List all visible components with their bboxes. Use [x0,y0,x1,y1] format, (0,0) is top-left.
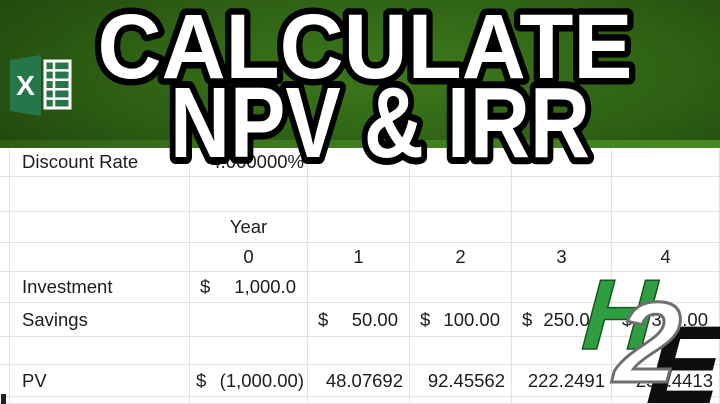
empty-cell [612,148,720,177]
savings-year2-cell[interactable]: $ 100.00 [410,303,512,337]
empty-cell [612,337,720,365]
row-investment: Investment $ 1,000.0 [0,272,720,303]
spreadsheet: Discount Rate 4.000000% Year [0,148,720,404]
empty-cell [308,397,410,404]
empty-cell [410,212,512,243]
discount-rate-label-cell[interactable]: Discount Rate [10,148,190,177]
year-1-cell[interactable]: 1 [308,243,410,272]
currency-symbol: $ [196,369,207,391]
cell-margin [0,243,10,272]
empty-cell [308,337,410,365]
cell-margin [0,177,10,212]
cell-margin [0,337,10,365]
empty-cell [308,272,410,303]
empty-cell [512,212,612,243]
empty-cell [612,272,720,303]
currency-symbol: $ [318,308,329,330]
empty-cell [512,272,612,303]
row-empty [0,177,720,212]
row-year-numbers: 0 1 2 3 4 [0,243,720,272]
year-header-cell[interactable]: Year [190,212,308,243]
empty-cell [190,177,308,212]
row-discount-rate: Discount Rate 4.000000% [0,148,720,177]
empty-cell [512,397,612,404]
currency-symbol: $ [622,308,633,330]
row-partial [0,397,720,404]
empty-cell [612,177,720,212]
empty-cell [10,243,190,272]
empty-cell [190,303,308,337]
empty-cell [512,148,612,177]
empty-cell [612,397,720,404]
pv-year1-cell[interactable]: 48.07692 [308,365,410,397]
empty-cell [10,337,190,365]
empty-cell [410,272,512,303]
cell-margin [0,272,10,303]
row-empty [0,337,720,365]
currency-symbol: $ [420,308,431,330]
investment-year0-value: 1,000.0 [234,276,296,297]
year-2-cell[interactable]: 2 [410,243,512,272]
pv-label-cell[interactable]: PV [10,365,190,397]
row-year-header: Year [0,212,720,243]
savings-year3-value: 250.00 [543,308,600,330]
banner-bottom-strip [0,140,720,148]
year-4-cell[interactable]: 4 [612,243,720,272]
excel-x-letter: X [16,70,35,101]
pv-year0-value: (1,000.00) [219,369,304,391]
savings-year3-cell[interactable]: $ 250.00 [512,303,612,337]
savings-year2-value: 100.00 [443,308,500,330]
investment-label-cell[interactable]: Investment [10,272,190,303]
empty-cell [512,177,612,212]
currency-symbol: $ [200,276,211,297]
empty-cell [410,177,512,212]
empty-cell [612,212,720,243]
row-pv: PV $ (1,000.00) 48.07692 92.45562 222.24… [0,365,720,397]
currency-symbol: $ [522,308,533,330]
savings-year1-value: 50.00 [351,308,398,330]
empty-cell [10,212,190,243]
discount-rate-value-cell[interactable]: 4.000000% [190,148,308,177]
pv-year0-cell[interactable]: $ (1,000.00) [190,365,308,397]
savings-label-cell[interactable]: Savings [10,303,190,337]
cell-margin [0,303,10,337]
row-savings: Savings $ 50.00 $ 100.00 $ 250.00 $ 300.… [0,303,720,337]
cell-margin [0,148,10,177]
pv-year4-cell[interactable]: 256.4413 [612,365,720,397]
empty-cell [512,337,612,365]
empty-cell [10,397,190,404]
corner-artifact [1,394,6,404]
year-3-cell[interactable]: 3 [512,243,612,272]
savings-year4-cell[interactable]: $ 300.00 [612,303,720,337]
cell-margin [0,365,10,397]
savings-year1-cell[interactable]: $ 50.00 [308,303,410,337]
pv-year2-cell[interactable]: 92.45562 [410,365,512,397]
pv-year3-cell[interactable]: 222.2491 [512,365,612,397]
empty-cell [10,177,190,212]
savings-year4-value: 300.00 [651,308,708,330]
empty-cell [410,337,512,365]
investment-year0-cell[interactable]: $ 1,000.0 [190,272,308,303]
empty-cell [190,397,308,404]
excel-icon: X [10,55,72,116]
banner: X [0,0,720,148]
empty-cell [410,148,512,177]
empty-cell [308,177,410,212]
cell-margin [0,212,10,243]
empty-cell [308,148,410,177]
year-0-cell[interactable]: 0 [190,243,308,272]
empty-cell [410,397,512,404]
empty-cell [190,337,308,365]
empty-cell [308,212,410,243]
